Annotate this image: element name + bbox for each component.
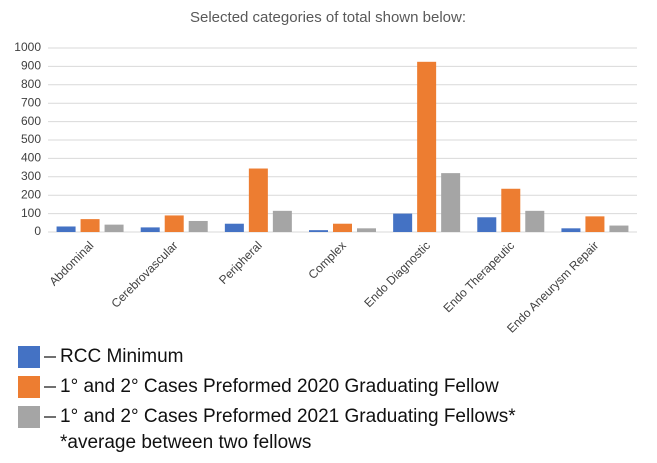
bar [525, 210, 545, 232]
bar [80, 219, 100, 232]
x-tick-label: Endo Diagnostic [361, 238, 433, 310]
legend-label: 1° and 2° Cases Preformed 2021 Graduatin… [60, 406, 516, 427]
y-tick-label: 0 [34, 224, 41, 238]
bar [164, 215, 184, 232]
x-tick-label: Cerebrovascular [108, 238, 180, 310]
bar [272, 210, 292, 232]
x-tick-label: Peripheral [216, 238, 265, 287]
y-tick-label: 900 [21, 59, 41, 73]
bar [501, 188, 521, 232]
legend-note: *average between two fellows [60, 432, 311, 453]
bar [140, 227, 160, 232]
bar [56, 226, 76, 232]
legend-swatch [18, 346, 40, 368]
bar [224, 223, 244, 232]
bar [357, 228, 376, 232]
bar [333, 223, 352, 232]
bar [248, 168, 268, 232]
x-tick-label: Endo Aneurysm Repair [504, 238, 601, 335]
bar [585, 216, 605, 232]
y-tick-label: 800 [21, 77, 41, 91]
bar [309, 230, 328, 232]
x-tick-label: Endo Therapeutic [440, 238, 517, 315]
x-tick-label: Complex [305, 238, 348, 281]
y-tick-label: 500 [21, 132, 41, 146]
legend-swatch [18, 406, 40, 428]
bar [393, 213, 413, 232]
bar [188, 220, 208, 232]
bar [609, 225, 629, 232]
bar [104, 224, 124, 232]
bar [561, 228, 581, 232]
bar [477, 217, 497, 232]
y-tick-label: 600 [21, 114, 41, 128]
legend-label: 1° and 2° Cases Preformed 2020 Graduatin… [60, 376, 499, 397]
y-tick-label: 300 [21, 169, 41, 183]
y-tick-label: 100 [21, 206, 41, 220]
y-tick-label: 400 [21, 151, 41, 165]
y-tick-label: 200 [21, 187, 41, 201]
bar [441, 173, 461, 232]
legend-swatch [18, 376, 40, 398]
legend-label: RCC Minimum [60, 346, 184, 367]
chart-title: Selected categories of total shown below… [190, 9, 466, 26]
x-tick-label: Abdominal [46, 238, 96, 288]
y-tick-label: 700 [21, 95, 41, 109]
bar [417, 61, 437, 232]
y-tick-label: 1000 [14, 40, 41, 54]
